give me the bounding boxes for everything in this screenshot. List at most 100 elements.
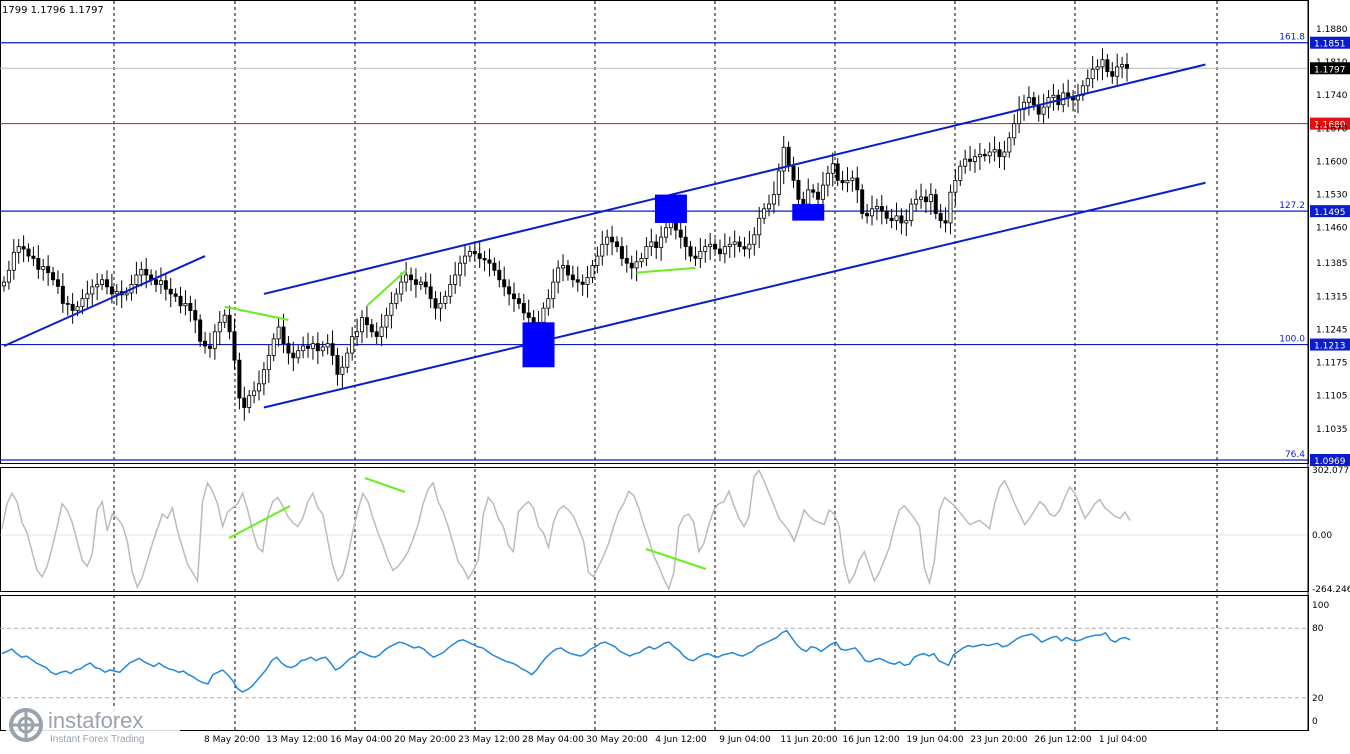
candle-body: [42, 266, 45, 269]
candle-body: [105, 280, 108, 287]
ohlc-readout: 1799 1.1796 1.1797: [2, 5, 104, 16]
candle-body: [640, 258, 643, 261]
candle-body: [959, 166, 962, 180]
candle-body: [571, 275, 574, 280]
candle-body: [841, 180, 844, 182]
candle-body: [61, 286, 64, 303]
candle-body: [483, 258, 486, 259]
candle-body: [919, 197, 922, 199]
candle-body: [1042, 107, 1045, 114]
candle-body: [767, 204, 770, 209]
candle-body: [199, 320, 202, 341]
candle-body: [233, 332, 236, 360]
candle-body: [125, 293, 128, 295]
candle-body: [213, 332, 216, 349]
x-tick-label: 16 Jun 12:00: [842, 735, 899, 745]
candle-body: [831, 164, 834, 173]
candle-body: [1027, 98, 1030, 103]
candle-body: [581, 282, 584, 284]
level-price-tag-text: 1.1213: [1314, 342, 1346, 352]
candle-body: [503, 280, 506, 287]
candle-body: [728, 244, 731, 246]
candle-body: [557, 268, 560, 282]
candle-body: [753, 235, 756, 244]
candle-body: [601, 244, 604, 256]
candle-body: [1013, 124, 1016, 138]
candle-body: [434, 299, 437, 308]
x-tick-label: 23 May 12:00: [458, 735, 520, 745]
x-tick-label: 11 Jun 20:00: [780, 735, 837, 745]
candle-body: [253, 391, 256, 396]
candle-body: [56, 280, 59, 287]
candle-body: [733, 242, 736, 244]
candle-body: [610, 237, 613, 242]
highlight-box: [655, 195, 687, 223]
candle-body: [100, 280, 103, 285]
instaforex-logo-icon: [8, 707, 44, 743]
candle-body: [821, 185, 824, 199]
candle-body: [988, 152, 991, 156]
candle-body: [159, 281, 162, 285]
candle-body: [664, 228, 667, 237]
candle-body: [316, 344, 319, 351]
candle-body: [792, 166, 795, 180]
candle-body: [704, 247, 707, 252]
candle-body: [429, 287, 432, 299]
candle-body: [405, 275, 408, 282]
price-tick-label: 1.1105: [1316, 392, 1348, 402]
candle-body: [385, 315, 388, 327]
candle-body: [463, 256, 466, 263]
candle-body: [458, 263, 461, 275]
candle-body: [718, 249, 721, 254]
candle-body: [630, 263, 633, 268]
candle-body: [51, 273, 54, 280]
candle-body: [390, 303, 393, 315]
candle-body: [743, 247, 746, 249]
candle-body: [679, 230, 682, 237]
candle-body: [248, 396, 251, 408]
candle-body: [145, 269, 148, 275]
candle-body: [439, 303, 442, 308]
candle-body: [341, 367, 344, 374]
candle-body: [699, 251, 702, 258]
candle-body: [709, 244, 712, 246]
candle-body: [620, 247, 623, 259]
cci-tick-label: 302.077: [1312, 466, 1349, 476]
logo-tagline: Instant Forex Trading: [50, 734, 145, 745]
candle-body: [306, 346, 309, 348]
candle-body: [787, 147, 790, 166]
candle-body: [360, 318, 363, 332]
candle-body: [135, 275, 138, 284]
candle-body: [238, 360, 241, 398]
x-tick-label: 19 Jun 04:00: [906, 735, 963, 745]
candle-body: [635, 262, 638, 268]
candle-body: [37, 258, 40, 269]
fib-level-label: 161.8: [1279, 33, 1305, 43]
price-tick-label: 1.1740: [1316, 91, 1348, 101]
candle-body: [370, 325, 373, 332]
candle-body: [282, 327, 285, 344]
candle-body: [508, 287, 511, 294]
candle-body: [2, 282, 5, 286]
candle-body: [900, 216, 903, 223]
candle-body: [66, 303, 69, 304]
candle-body: [606, 237, 609, 244]
price-tick-label: 1.1670: [1316, 124, 1348, 134]
candle-body: [910, 204, 913, 221]
candle-body: [870, 209, 873, 216]
candle-body: [777, 171, 780, 195]
candle-body: [998, 150, 1001, 157]
x-tick-label: 16 May 04:00: [330, 735, 392, 745]
candle-body: [890, 218, 893, 220]
candle-body: [983, 154, 986, 155]
candle-body: [272, 339, 275, 356]
candle-body: [218, 322, 221, 331]
rsi-tick-label: 20: [1312, 694, 1324, 704]
candle-body: [287, 344, 290, 353]
candle-body: [336, 355, 339, 374]
candle-body: [978, 154, 981, 156]
candle-body: [875, 206, 878, 208]
candle-body: [1106, 60, 1109, 72]
